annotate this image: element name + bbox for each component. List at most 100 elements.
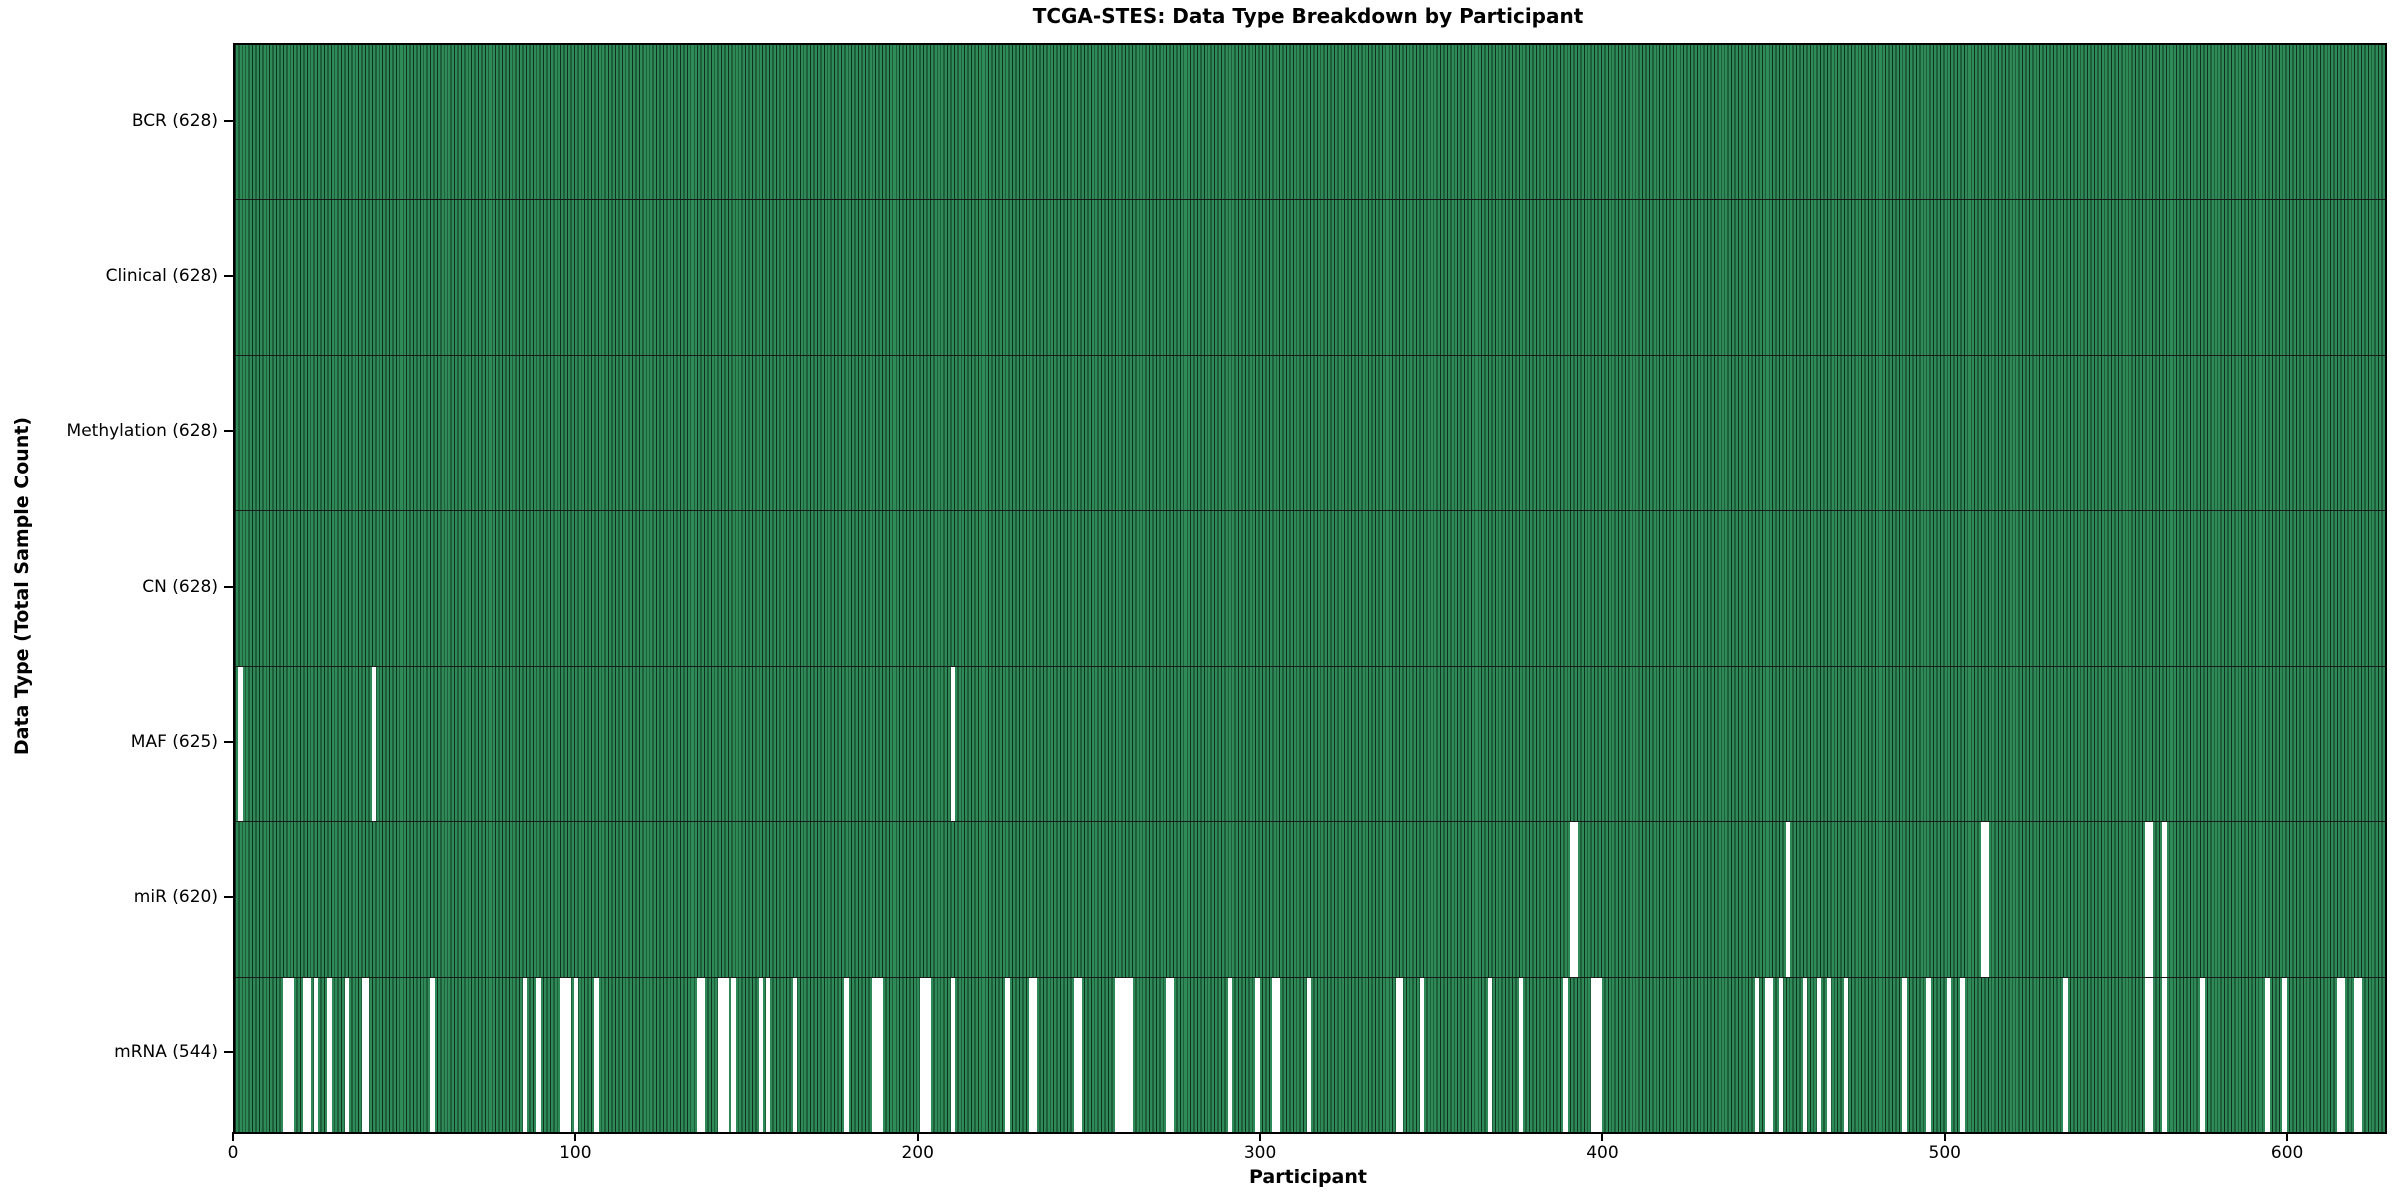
- absent-gap: [724, 977, 729, 1132]
- absent-gap: [361, 977, 367, 1132]
- row-band-Clinical: [235, 200, 2385, 356]
- absent-gap: [1118, 977, 1123, 1132]
- absent-gap: [844, 977, 849, 1132]
- absent-gap: [1518, 977, 1524, 1132]
- absent-gap: [1029, 977, 1034, 1132]
- absent-gap: [1765, 977, 1770, 1132]
- row-band-mRNA: [235, 977, 2385, 1132]
- absent-gap: [1077, 977, 1082, 1132]
- absent-gap: [1395, 977, 1400, 1132]
- absent-gap: [238, 666, 243, 822]
- absent-gap: [1272, 977, 1277, 1132]
- absent-gap: [721, 977, 726, 1132]
- absent-gap: [2148, 977, 2154, 1132]
- absent-gap: [327, 977, 332, 1132]
- chart-title: TCGA-STES: Data Type Breakdown by Partic…: [1032, 4, 1584, 28]
- absent-gap: [560, 977, 565, 1132]
- y-tick-label-mRNA: mRNA (544): [114, 1042, 218, 1063]
- absent-gap: [871, 977, 877, 1132]
- absent-gap: [1032, 977, 1038, 1132]
- absent-gap: [1946, 977, 1952, 1132]
- absent-gap: [1926, 977, 1931, 1132]
- x-tick-label-400: 400: [1586, 1143, 1619, 1163]
- absent-gap: [1005, 977, 1010, 1132]
- absent-gap: [926, 977, 931, 1132]
- y-tick-label-Methylation: Methylation (628): [66, 421, 218, 442]
- y-tick-mark: [224, 274, 233, 277]
- absent-gap: [536, 977, 541, 1132]
- x-tick-mark: [232, 1132, 234, 1141]
- absent-gap: [344, 977, 349, 1132]
- absent-gap: [563, 977, 569, 1132]
- absent-gap: [1227, 977, 1233, 1132]
- absent-gap: [1590, 977, 1596, 1132]
- absent-gap: [1125, 977, 1130, 1132]
- absent-gap: [919, 977, 925, 1132]
- absent-gap: [731, 977, 736, 1132]
- row-band-MAF: [235, 666, 2385, 823]
- y-tick-mark: [224, 119, 233, 122]
- x-tick-label-200: 200: [901, 1143, 934, 1163]
- absent-gap: [758, 977, 764, 1132]
- absent-gap: [697, 977, 702, 1132]
- y-tick-mark: [224, 430, 233, 433]
- x-tick-mark: [1943, 1132, 1946, 1141]
- absent-gap: [1306, 977, 1311, 1132]
- x-tick-label-100: 100: [559, 1143, 592, 1163]
- absent-gap: [430, 977, 435, 1132]
- absent-gap: [2145, 977, 2150, 1132]
- absent-gap: [1960, 977, 1965, 1132]
- absent-gap: [1570, 822, 1575, 977]
- absent-gap: [2354, 977, 2359, 1132]
- absent-gap: [1984, 822, 1989, 977]
- x-tick-mark: [1259, 1132, 1262, 1141]
- absent-gap: [1802, 977, 1808, 1132]
- x-tick-label-0: 0: [227, 1143, 239, 1163]
- absent-gap: [923, 977, 928, 1132]
- y-tick-label-BCR: BCR (628): [131, 110, 218, 131]
- y-tick-label-Clinical: Clinical (628): [105, 265, 218, 286]
- plot-rows: [235, 45, 2385, 1132]
- absent-gap: [1399, 977, 1404, 1132]
- y-tick-label-MAF: MAF (625): [130, 731, 218, 752]
- absent-gap: [1419, 977, 1424, 1132]
- absent-gap: [567, 977, 572, 1132]
- x-tick-mark: [1601, 1132, 1604, 1141]
- absent-gap: [1902, 977, 1907, 1132]
- absent-gap: [2282, 977, 2287, 1132]
- absent-gap: [765, 977, 771, 1132]
- absent-gap: [1785, 822, 1791, 977]
- absent-gap: [2148, 822, 2154, 977]
- absent-gap: [313, 977, 319, 1132]
- absent-gap: [1755, 977, 1760, 1132]
- absent-gap: [2162, 822, 2167, 977]
- x-axis-label: Participant: [1248, 1166, 1367, 1188]
- absent-gap: [1073, 977, 1079, 1132]
- absent-gap: [875, 977, 880, 1132]
- row-band-miR: [235, 822, 2385, 978]
- absent-gap: [306, 977, 312, 1132]
- absent-gap: [1597, 977, 1602, 1132]
- absent-gap: [286, 977, 291, 1132]
- absent-gap: [1128, 977, 1133, 1132]
- absent-gap: [371, 666, 377, 822]
- absent-gap: [1768, 977, 1774, 1132]
- x-tick-label-600: 600: [2270, 1143, 2304, 1163]
- absent-gap: [1114, 977, 1120, 1132]
- absent-gap: [365, 977, 370, 1132]
- absent-gap: [522, 977, 527, 1132]
- absent-gap: [2265, 977, 2270, 1132]
- absent-gap: [1255, 977, 1260, 1132]
- absent-gap: [1166, 977, 1171, 1132]
- absent-gap: [878, 977, 884, 1132]
- absent-gap: [717, 977, 723, 1132]
- absent-gap: [1563, 977, 1568, 1132]
- x-tick-label-300: 300: [1243, 1143, 1277, 1163]
- absent-gap: [1826, 977, 1832, 1132]
- y-tick-mark: [224, 1051, 233, 1054]
- absent-gap: [289, 977, 295, 1132]
- absent-gap: [303, 977, 308, 1132]
- absent-gap: [2337, 977, 2342, 1132]
- absent-gap: [1121, 977, 1127, 1132]
- absent-gap: [950, 977, 955, 1132]
